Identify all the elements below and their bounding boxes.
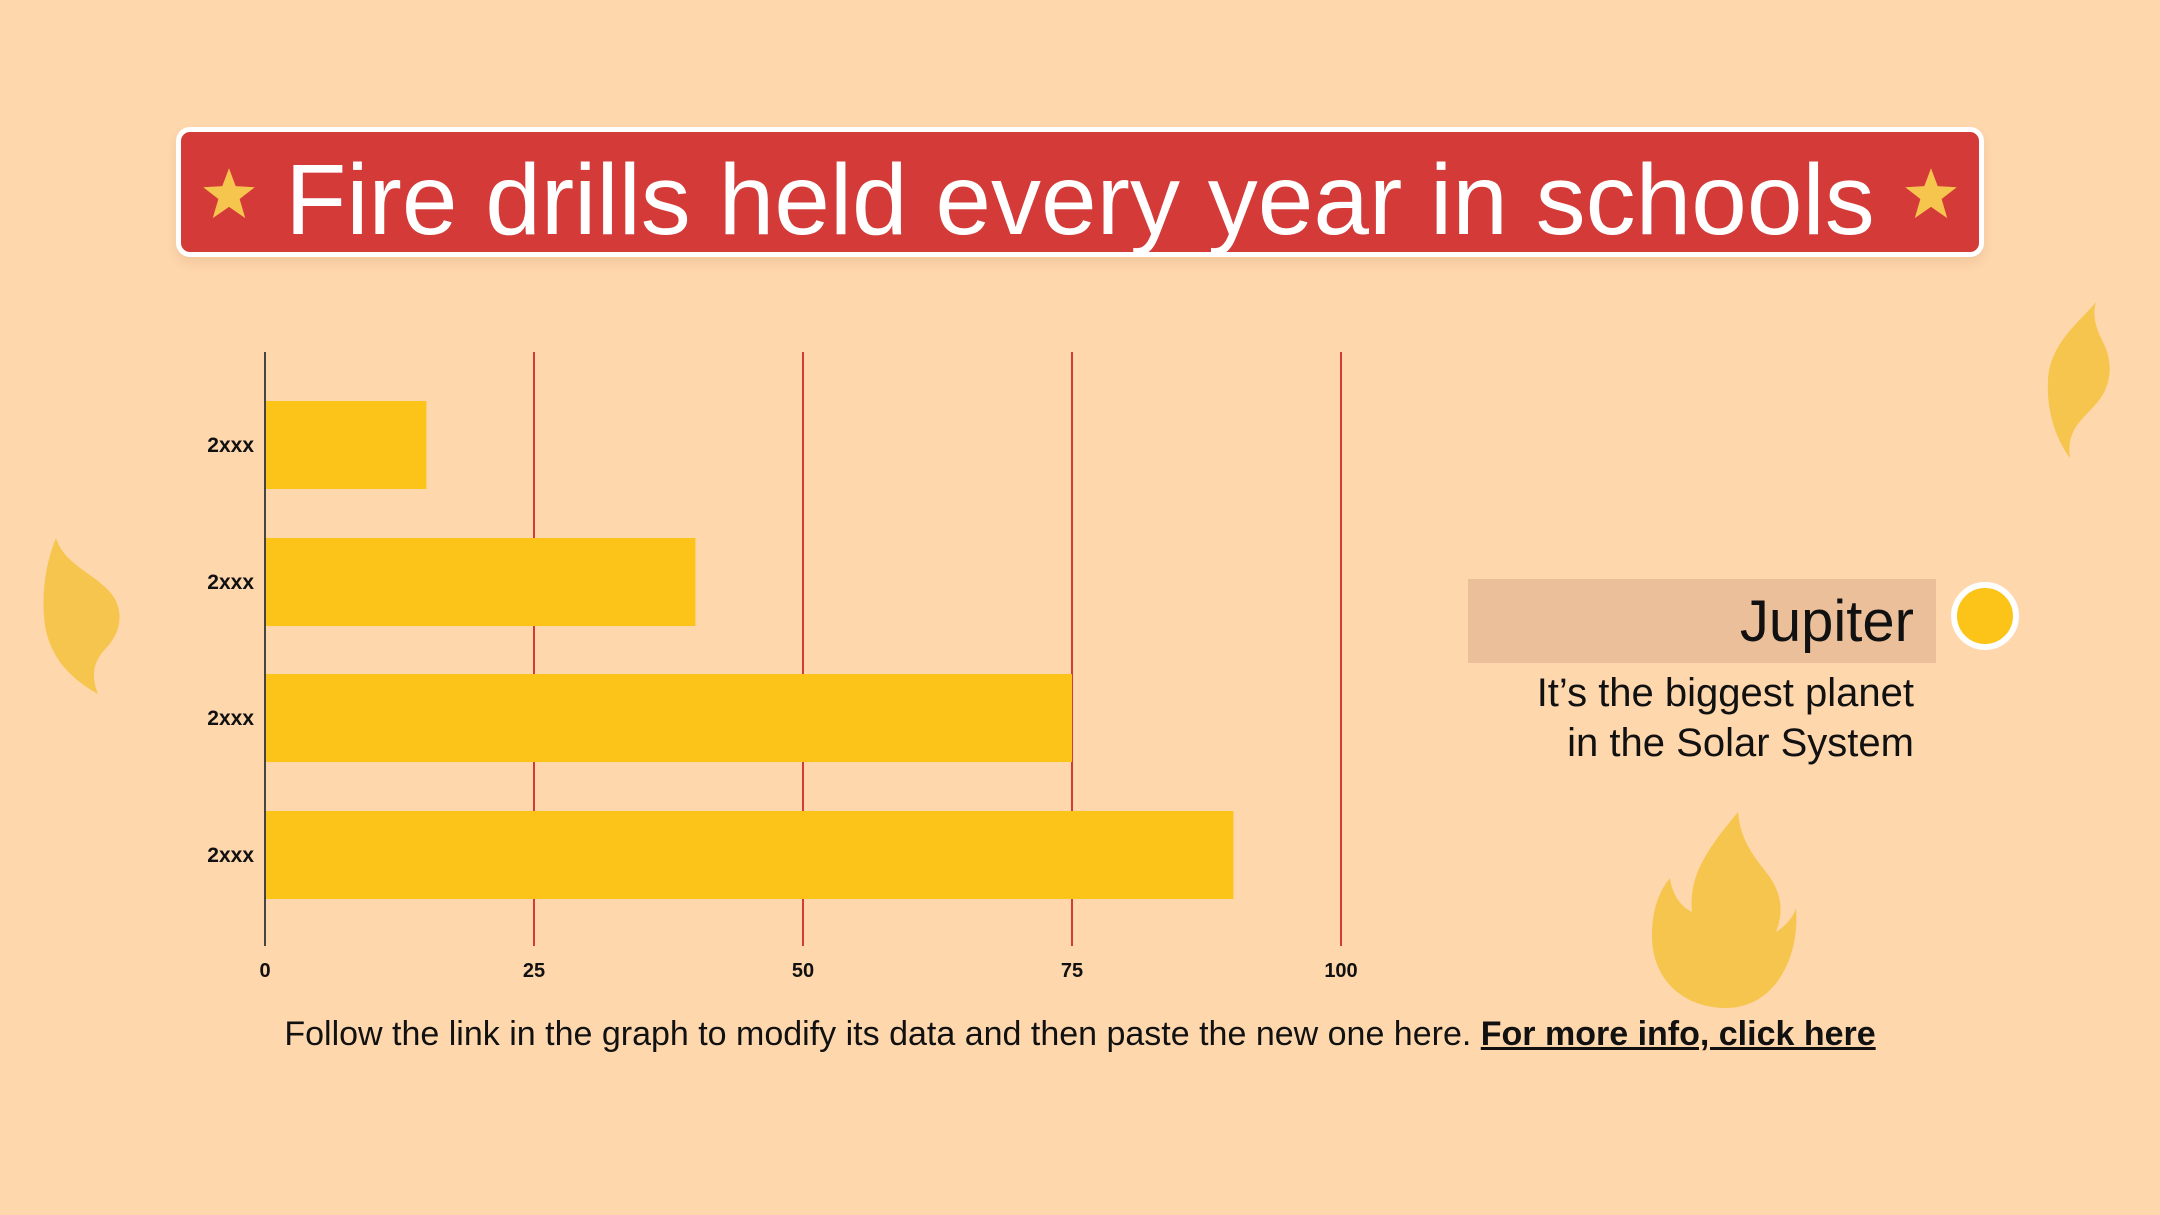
legend-dot [1951, 582, 2019, 650]
flame-icon [43, 538, 120, 694]
title-banner: Fire drills held every year in schools [176, 127, 1984, 257]
flame-icon [2047, 302, 2110, 458]
legend-line-2: in the Solar System [1567, 721, 1914, 765]
tick-label: 25 [523, 960, 545, 982]
tick-label: 75 [1061, 960, 1083, 982]
tick-label: 50 [792, 960, 814, 982]
more-info-link[interactable]: For more info, click here [1480, 1015, 1876, 1053]
footer-note: Follow the link in the graph to modify i… [260, 1012, 1900, 1056]
tick-label: 0 [259, 960, 270, 982]
bar [265, 538, 696, 626]
star-icon [1905, 168, 1957, 219]
bar [265, 401, 427, 489]
category-label: 2xxx [207, 844, 254, 867]
page-title: Fire drills held every year in schools [285, 144, 1875, 256]
bar [265, 811, 1234, 899]
legend-title: Jupiter [1739, 589, 1914, 654]
star-icon [203, 168, 255, 219]
bar [265, 674, 1072, 762]
legend-line-1: It’s the biggest planet [1536, 671, 1914, 715]
footer-text: Follow the link in the graph to modify i… [284, 1015, 1481, 1053]
category-label: 2xxx [207, 571, 254, 594]
category-label: 2xxx [207, 434, 254, 457]
category-label: 2xxx [207, 707, 254, 730]
legend-label-box: Jupiter [1468, 579, 1936, 663]
legend-description: It’s the biggest planet in the Solar Sys… [1468, 668, 1914, 768]
tick-label: 100 [1324, 960, 1357, 982]
flame-icon [1652, 812, 1797, 1008]
